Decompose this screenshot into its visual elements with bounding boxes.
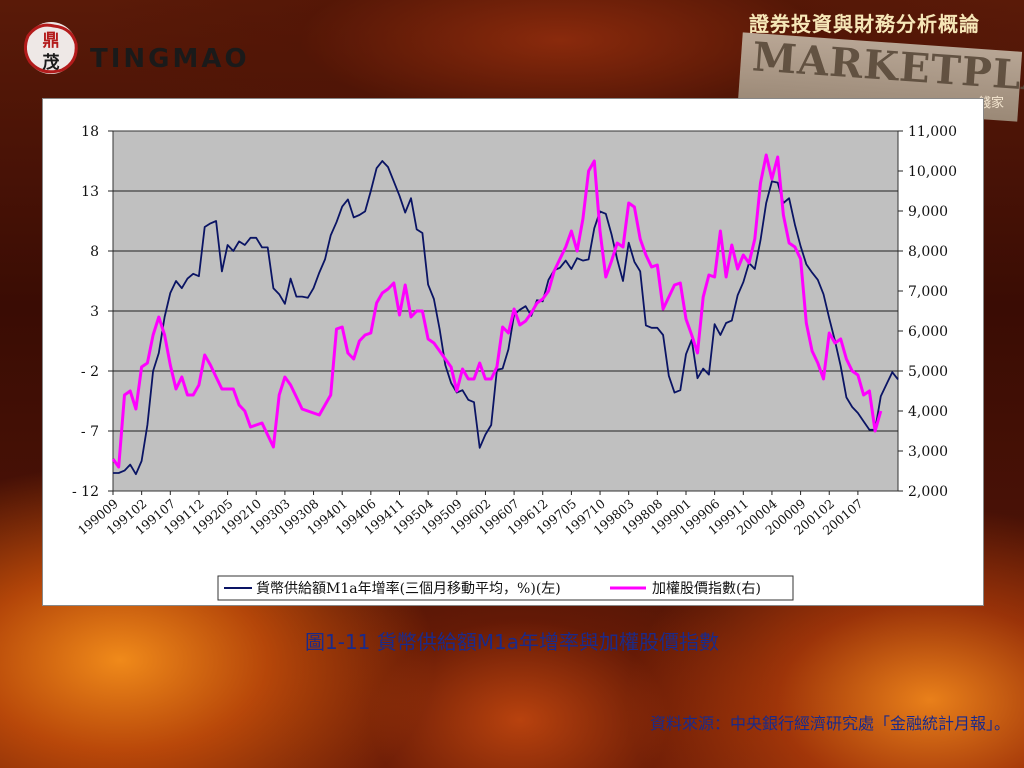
left-axis-tick-label: - 2 [81,364,99,380]
left-axis-tick-label: 3 [90,304,99,320]
left-axis-tick-label: 18 [81,124,99,140]
right-axis-tick-label: 9,000 [908,204,948,220]
right-axis-tick-label: 8,000 [908,244,948,260]
right-axis-tick-label: 7,000 [908,284,948,300]
series-line-taiex [111,153,883,469]
tingmao-logo: 鼎 茂 TINGMAO [20,18,270,88]
svg-text:鼎: 鼎 [43,31,60,51]
right-axis-tick-label: 6,000 [908,324,948,340]
legend-label-m1a: 貨幣供給額M1a年增率(三個月移動平均，%)(左) [256,580,561,597]
right-axis-tick-label: 10,000 [908,164,957,180]
left-axis-tick-label: - 12 [72,484,99,500]
logo-wordmark: TINGMAO [90,44,250,74]
figure-caption: 圖1-11 貨幣供給額M1a年增率與加權股價指數 [305,630,719,654]
chart-panel: 18 13 8 3 - 2 - 7 - 12 11,000 10,000 9,000 8,000 7,… [42,98,984,606]
series-line-m1a [113,160,899,476]
right-axis-tick-label: 2,000 [908,484,948,500]
logo-seal-icon: 鼎 茂 [20,18,82,78]
right-axis-tick-label: 11,000 [908,124,957,140]
background-side-word: 錢家 [978,96,1005,111]
left-axis-tick-label: 8 [90,244,99,260]
data-source-note: 資料來源：中央銀行經濟研究處「金融統計月報」。 [649,714,1010,733]
right-axis-tick-label: 3,000 [908,444,948,460]
left-axis-tick-label: 13 [81,184,99,200]
chart-svg: 18 13 8 3 - 2 - 7 - 12 11,000 10,000 9,000 8,000 7,… [72,124,957,601]
right-axis-tick-label: 4,000 [908,404,948,420]
right-axis-tick-label: 5,000 [908,364,948,380]
left-axis-tick-label: - 7 [81,424,99,440]
svg-text:茂: 茂 [43,52,60,73]
legend-box [217,575,794,601]
legend-label-taiex: 加權股價指數(右) [652,580,761,597]
page-header-title: 證券投資與財務分析概論 [749,12,980,36]
